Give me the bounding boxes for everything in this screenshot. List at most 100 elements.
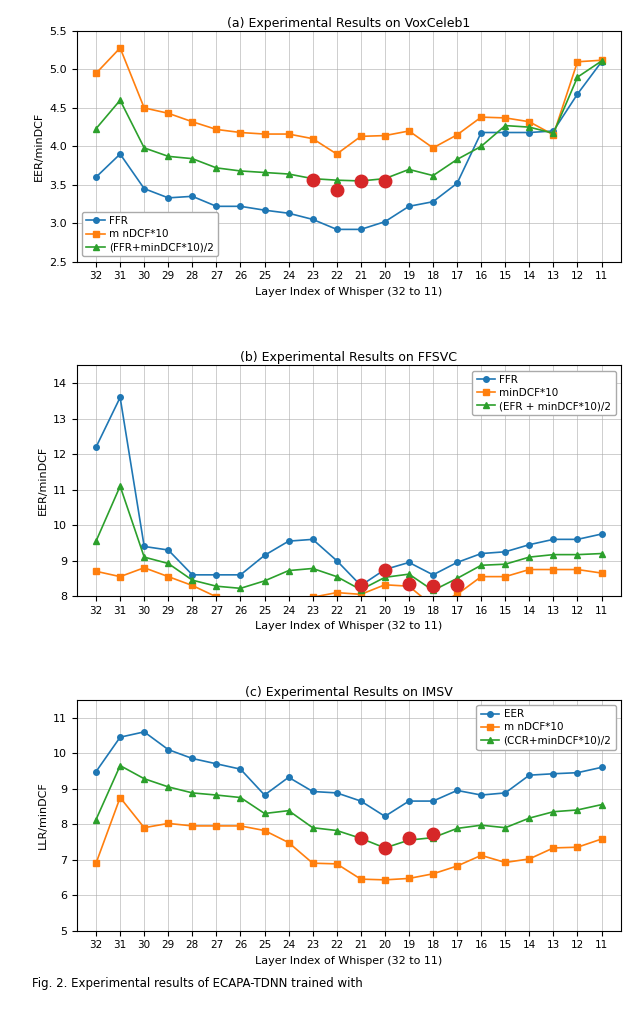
FFR <box>212 201 220 213</box>
EER <box>573 766 581 779</box>
m nDCF*10 <box>285 837 292 849</box>
Line: EER: EER <box>93 729 604 819</box>
(CCR+minDCF*10)/2 <box>405 833 413 846</box>
m nDCF*10 <box>501 856 509 869</box>
EER <box>92 765 100 778</box>
m nDCF*10 <box>429 142 437 154</box>
FFR <box>189 190 196 203</box>
EER <box>140 726 148 738</box>
EER <box>285 771 292 784</box>
FFR <box>140 540 148 552</box>
m nDCF*10 <box>92 857 100 870</box>
(CCR+minDCF*10)/2 <box>357 832 365 845</box>
(EFR + minDCF*10)/2 <box>285 565 292 577</box>
m nDCF*10 <box>477 111 485 123</box>
(CCR+minDCF*10)/2 <box>453 822 461 834</box>
FFR <box>309 534 317 546</box>
FFR <box>212 569 220 581</box>
minDCF*10 <box>164 571 172 583</box>
(FFR+minDCF*10)/2 <box>309 173 317 185</box>
m nDCF*10 <box>309 857 317 870</box>
FFR <box>501 546 509 558</box>
Line: (EFR + minDCF*10)/2: (EFR + minDCF*10)/2 <box>93 483 604 594</box>
minDCF*10 <box>357 588 365 601</box>
FFR <box>92 171 100 183</box>
EER <box>501 787 509 799</box>
FFR <box>525 126 533 139</box>
FFR <box>405 201 413 213</box>
minDCF*10 <box>429 600 437 612</box>
(EFR + minDCF*10)/2 <box>573 548 581 560</box>
(CCR+minDCF*10)/2 <box>92 814 100 826</box>
FFR <box>429 569 437 581</box>
m nDCF*10 <box>525 853 533 865</box>
EER <box>453 784 461 796</box>
(FFR+minDCF*10)/2 <box>598 55 605 67</box>
(CCR+minDCF*10)/2 <box>309 821 317 833</box>
Y-axis label: EER/minDCF: EER/minDCF <box>37 447 47 515</box>
FFR <box>598 56 605 68</box>
(CCR+minDCF*10)/2 <box>501 821 509 833</box>
EER <box>212 758 220 770</box>
(FFR+minDCF*10)/2 <box>333 174 340 186</box>
(CCR+minDCF*10)/2 <box>285 804 292 817</box>
(EFR + minDCF*10)/2 <box>453 572 461 584</box>
EER <box>381 810 388 822</box>
FFR <box>164 544 172 556</box>
FFR <box>140 182 148 194</box>
minDCF*10 <box>92 566 100 578</box>
(EFR + minDCF*10)/2 <box>92 535 100 547</box>
m nDCF*10 <box>189 820 196 832</box>
(EFR + minDCF*10)/2 <box>501 558 509 571</box>
(EFR + minDCF*10)/2 <box>116 480 124 492</box>
FFR <box>333 223 340 236</box>
m nDCF*10 <box>333 857 340 870</box>
(CCR+minDCF*10)/2 <box>116 759 124 771</box>
EER <box>333 787 340 799</box>
m nDCF*10 <box>237 126 244 139</box>
m nDCF*10 <box>140 821 148 833</box>
m nDCF*10 <box>260 128 268 141</box>
FFR <box>381 564 388 576</box>
(EFR + minDCF*10)/2 <box>237 582 244 595</box>
Legend: EER, m nDCF*10, (CCR+minDCF*10)/2: EER, m nDCF*10, (CCR+minDCF*10)/2 <box>476 705 616 750</box>
(FFR+minDCF*10)/2 <box>92 122 100 134</box>
FFR <box>92 440 100 453</box>
EER <box>260 789 268 801</box>
m nDCF*10 <box>212 123 220 135</box>
Y-axis label: LLR/minDCF: LLR/minDCF <box>38 782 47 849</box>
FFR <box>116 148 124 160</box>
m nDCF*10 <box>164 817 172 829</box>
Title: (b) Experimental Results on FFSVC: (b) Experimental Results on FFSVC <box>240 352 458 364</box>
m nDCF*10 <box>357 130 365 143</box>
FFR <box>260 549 268 561</box>
(FFR+minDCF*10)/2 <box>116 94 124 107</box>
(FFR+minDCF*10)/2 <box>550 127 557 140</box>
m nDCF*10 <box>573 56 581 68</box>
m nDCF*10 <box>212 820 220 832</box>
EER <box>116 731 124 743</box>
m nDCF*10 <box>92 67 100 80</box>
(EFR + minDCF*10)/2 <box>381 571 388 583</box>
(EFR + minDCF*10)/2 <box>357 583 365 596</box>
(EFR + minDCF*10)/2 <box>598 547 605 559</box>
Line: m nDCF*10: m nDCF*10 <box>93 45 604 157</box>
Legend: FFR, minDCF*10, (EFR + minDCF*10)/2: FFR, minDCF*10, (EFR + minDCF*10)/2 <box>472 370 616 416</box>
(CCR+minDCF*10)/2 <box>525 812 533 824</box>
Line: (CCR+minDCF*10)/2: (CCR+minDCF*10)/2 <box>93 763 604 851</box>
minDCF*10 <box>381 579 388 591</box>
minDCF*10 <box>598 567 605 579</box>
m nDCF*10 <box>550 842 557 854</box>
FFR <box>573 88 581 100</box>
(FFR+minDCF*10)/2 <box>140 142 148 154</box>
(EFR + minDCF*10)/2 <box>525 551 533 564</box>
(EFR + minDCF*10)/2 <box>333 571 340 583</box>
EER <box>309 785 317 797</box>
EER <box>550 767 557 780</box>
EER <box>164 743 172 756</box>
minDCF*10 <box>453 588 461 601</box>
(EFR + minDCF*10)/2 <box>405 568 413 580</box>
m nDCF*10 <box>189 116 196 128</box>
(EFR + minDCF*10)/2 <box>429 584 437 597</box>
(CCR+minDCF*10)/2 <box>429 831 437 844</box>
